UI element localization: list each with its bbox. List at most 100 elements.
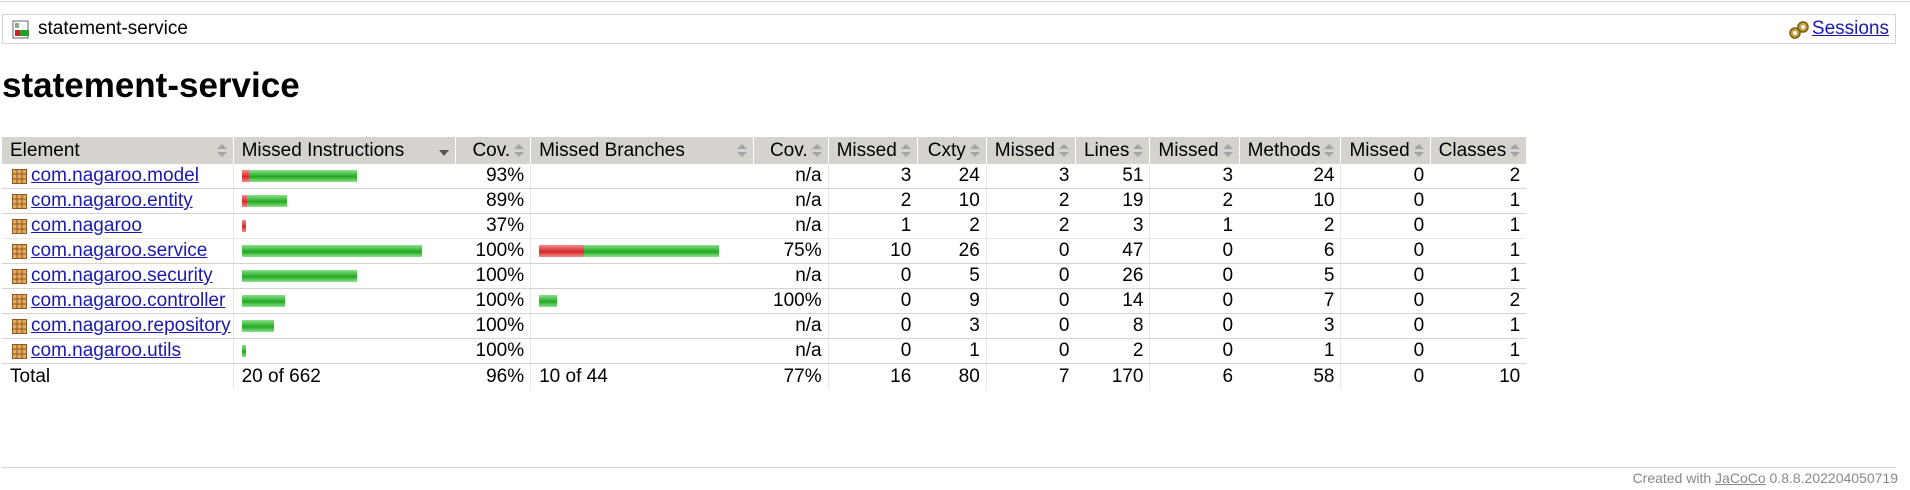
total-missed-classes: 0 <box>1340 363 1431 389</box>
branches-cov: n/a <box>753 263 829 289</box>
header-lines[interactable]: Lines <box>1074 137 1150 164</box>
methods: 3 <box>1239 313 1341 339</box>
table-row: com.nagaroo.utils 100% n/a 0 1 0 2 0 1 0 1 <box>2 338 1527 364</box>
methods: 2 <box>1239 213 1341 239</box>
branches-bar-cell <box>530 213 754 239</box>
header-missed-instructions[interactable]: Missed Instructions <box>232 137 456 164</box>
cxty: 10 <box>917 188 987 214</box>
total-instr: 20 of 662 <box>232 363 456 389</box>
sessions-link[interactable]: Sessions <box>1811 18 1889 39</box>
cxty: 24 <box>917 164 987 189</box>
package-icon <box>12 344 27 359</box>
missed-lines: 0 <box>985 338 1076 364</box>
branches-bar-cell <box>530 263 754 289</box>
sort-icon <box>1058 144 1069 158</box>
total-classes: 10 <box>1430 363 1527 389</box>
instructions-missed-bar <box>241 195 247 207</box>
instructions-bar-cell <box>232 164 456 189</box>
jacoco-link[interactable]: JaCoCo <box>1715 470 1766 486</box>
footer: Created with JaCoCo 0.8.8.202204050719 <box>1632 470 1898 486</box>
instructions-covered-bar <box>241 320 274 332</box>
table-row: com.nagaroo.controller 100% 100% 0 9 0 14 0 7 0 2 <box>2 288 1527 314</box>
methods: 10 <box>1239 188 1341 214</box>
classes: 1 <box>1430 313 1527 339</box>
missed-classes: 0 <box>1340 313 1431 339</box>
branches-bar-cell <box>530 288 754 314</box>
element-cell: com.nagaroo.service <box>2 238 234 264</box>
cxty: 26 <box>917 238 987 264</box>
branches-cov: n/a <box>753 338 829 364</box>
header-classes[interactable]: Classes <box>1429 137 1527 164</box>
cxty: 3 <box>917 313 987 339</box>
header-cxty[interactable]: Cxty <box>916 137 987 164</box>
header-missed-branches[interactable]: Missed Branches <box>530 137 754 164</box>
header-cov-branches[interactable]: Cov. <box>752 137 829 164</box>
package-link[interactable]: com.nagaroo.controller <box>31 290 226 311</box>
package-link[interactable]: com.nagaroo.entity <box>31 190 193 211</box>
package-link[interactable]: com.nagaroo.model <box>31 165 199 186</box>
missed-cxty: 1 <box>827 213 918 239</box>
package-icon <box>12 269 27 284</box>
instructions-cov: 100% <box>455 238 531 264</box>
element-cell: com.nagaroo.entity <box>2 188 234 214</box>
report-icon <box>12 20 29 39</box>
classes: 1 <box>1430 238 1527 264</box>
header-missed-classes[interactable]: Missed <box>1340 137 1431 164</box>
lines: 47 <box>1075 238 1150 264</box>
package-link[interactable]: com.nagaroo.repository <box>31 315 231 336</box>
header-missed-methods[interactable]: Missed <box>1149 137 1240 164</box>
classes: 1 <box>1430 338 1527 364</box>
breadcrumb-title[interactable]: statement-service <box>38 18 188 39</box>
branches-bar-cell <box>530 313 754 339</box>
cxty: 9 <box>917 288 987 314</box>
missed-methods: 0 <box>1149 288 1240 314</box>
missed-cxty: 2 <box>827 188 918 214</box>
table-header-row: Element Missed Instructions Cov. Missed … <box>2 137 1527 164</box>
element-cell: com.nagaroo.security <box>2 263 234 289</box>
missed-classes: 0 <box>1340 338 1431 364</box>
package-link[interactable]: com.nagaroo.security <box>31 265 213 286</box>
header-element[interactable]: Element <box>2 137 234 164</box>
lines: 3 <box>1075 213 1150 239</box>
branches-cov: n/a <box>753 313 829 339</box>
package-icon <box>12 294 27 309</box>
instructions-bar-cell <box>232 238 456 264</box>
sessions-icon <box>1789 21 1809 39</box>
sort-icon <box>1222 144 1233 158</box>
total-lines: 170 <box>1075 363 1150 389</box>
instructions-cov: 93% <box>455 164 531 189</box>
missed-cxty: 0 <box>827 263 918 289</box>
instructions-cov: 37% <box>455 213 531 239</box>
package-icon <box>12 169 27 184</box>
methods: 5 <box>1239 263 1341 289</box>
cxty: 5 <box>917 263 987 289</box>
lines: 2 <box>1075 338 1150 364</box>
missed-methods: 0 <box>1149 313 1240 339</box>
package-icon <box>12 194 27 209</box>
missed-lines: 0 <box>985 263 1076 289</box>
package-link[interactable]: com.nagaroo.utils <box>31 340 181 361</box>
missed-cxty: 10 <box>827 238 918 264</box>
instructions-covered-bar <box>246 195 287 207</box>
header-methods[interactable]: Methods <box>1238 137 1341 164</box>
branches-cov: 100% <box>753 288 829 314</box>
package-link[interactable]: com.nagaroo <box>31 215 142 236</box>
header-missed-lines[interactable]: Missed <box>985 137 1076 164</box>
header-missed-cxty[interactable]: Missed <box>827 137 918 164</box>
missed-lines: 2 <box>985 213 1076 239</box>
total-label: Total <box>2 363 234 389</box>
footer-divider <box>2 467 1896 468</box>
sort-icon <box>1324 144 1335 158</box>
classes: 2 <box>1430 288 1527 314</box>
instructions-cov: 100% <box>455 288 531 314</box>
table-row: com.nagaroo.repository 100% n/a 0 3 0 8 0 3 0 1 <box>2 313 1527 339</box>
header-cov-instructions[interactable]: Cov. <box>455 137 531 164</box>
missed-methods: 0 <box>1149 238 1240 264</box>
instructions-missed-bar <box>241 220 246 232</box>
sort-icon <box>900 144 911 158</box>
branches-cov: n/a <box>753 164 829 189</box>
package-link[interactable]: com.nagaroo.service <box>31 240 208 261</box>
missed-lines: 3 <box>985 164 1076 189</box>
instructions-covered-bar <box>248 170 357 182</box>
missed-classes: 0 <box>1340 164 1431 189</box>
